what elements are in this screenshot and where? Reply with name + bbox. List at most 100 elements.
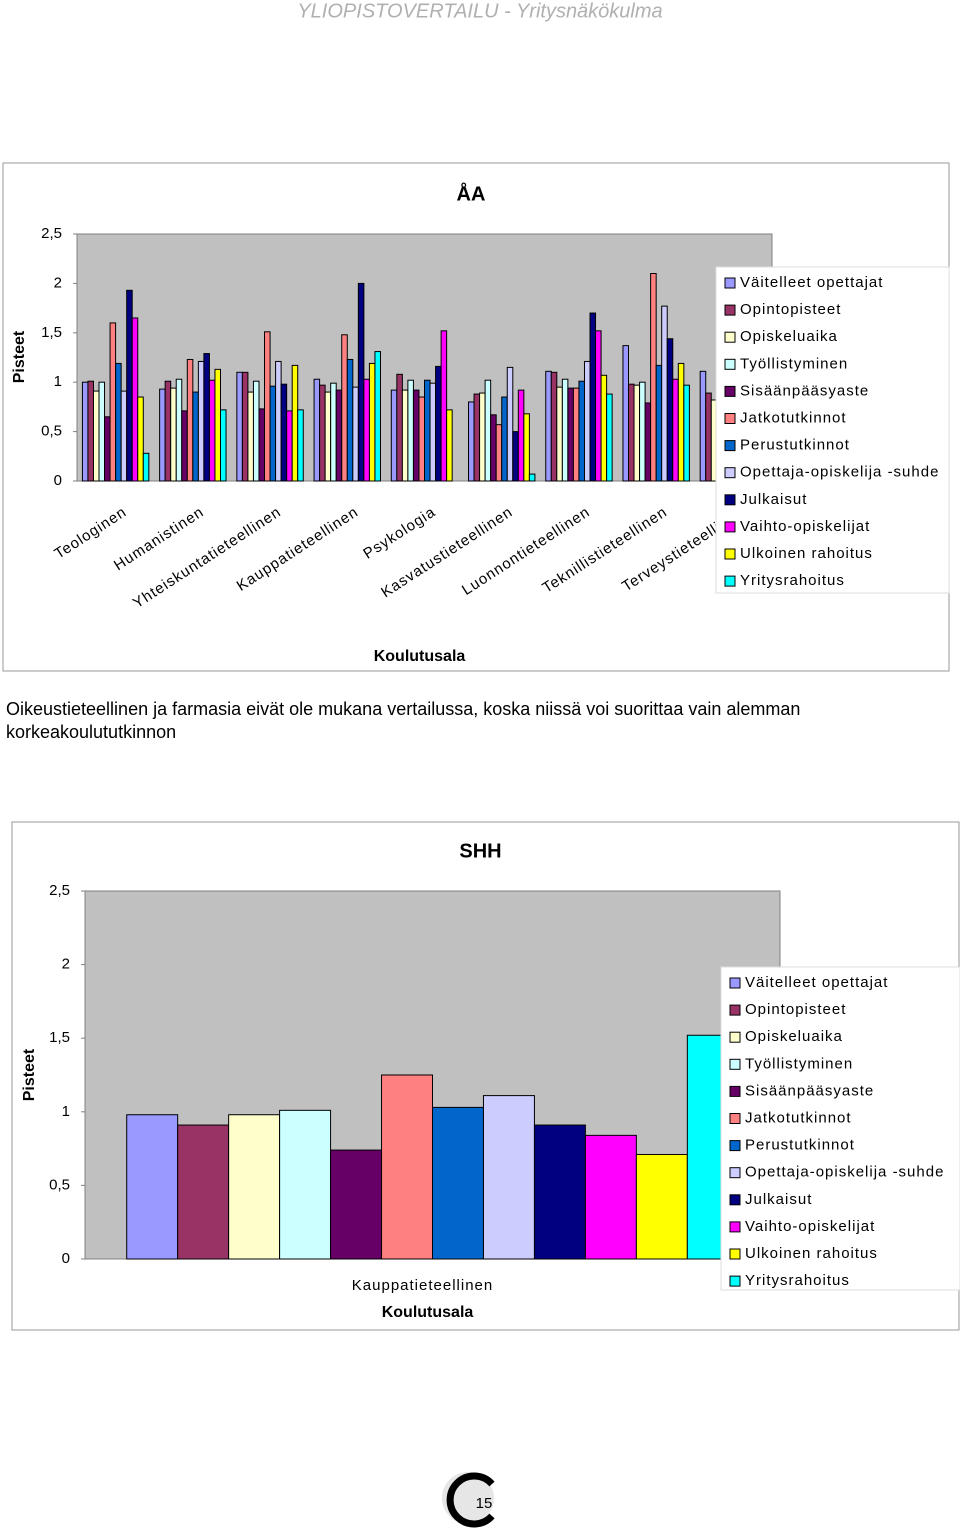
bar: [381, 1074, 433, 1260]
bar: [627, 383, 635, 482]
bar: [473, 393, 481, 482]
bar: [81, 381, 89, 482]
legend-swatch: [729, 1085, 741, 1097]
note: Oikeustieteellinen ja farmasia eivät ole…: [6, 699, 801, 742]
bar: [556, 386, 563, 482]
bar: [137, 396, 144, 482]
legend-label: Sisäänpääsyaste: [740, 382, 869, 399]
bar: [203, 353, 210, 482]
x-axis-title: Koulutusala: [382, 1304, 474, 1321]
bar: [683, 384, 690, 482]
bar: [517, 389, 525, 482]
bar: [313, 378, 321, 482]
bar: [523, 413, 530, 482]
bar: [247, 391, 254, 482]
legend-swatch: [729, 1113, 741, 1124]
bar: [418, 396, 425, 482]
legend-label: Perustutkinnot: [740, 437, 850, 454]
bar: [446, 409, 453, 482]
bar: [324, 391, 332, 482]
bar: [98, 381, 106, 482]
bar: [396, 373, 403, 482]
bar: [181, 410, 188, 482]
bar: [578, 380, 585, 482]
bar: [672, 378, 679, 482]
legend-label: Perustutkinnot: [745, 1137, 855, 1154]
legend-swatch: [729, 1058, 741, 1070]
bar: [186, 358, 194, 482]
bar: [131, 317, 139, 482]
bar: [357, 282, 365, 482]
y-tick-label: 2,5: [41, 225, 62, 242]
bar: [164, 380, 172, 482]
bar: [545, 370, 552, 482]
bar: [606, 393, 613, 482]
bar: [705, 392, 712, 482]
bar: [236, 371, 243, 482]
bar: [291, 364, 299, 482]
legend-box: [715, 266, 950, 594]
x-tick-label: Kauppatieteellinen: [352, 1277, 493, 1294]
bar: [275, 360, 282, 482]
legend-label: Väitelleet opettajat: [740, 274, 883, 291]
y-tick-label: 1,5: [41, 324, 62, 341]
bar: [528, 473, 536, 482]
bar: [677, 362, 685, 482]
legend-label: Opettaja-opiskelija -suhde: [740, 464, 939, 481]
legend-swatch: [724, 440, 736, 452]
bar: [115, 362, 122, 482]
legend-label: Työllistyminen: [740, 355, 848, 372]
y-tick-label: 0: [54, 472, 62, 489]
bar: [412, 389, 420, 482]
bar: [635, 1153, 688, 1260]
legend-label: Julkaisut: [745, 1191, 812, 1208]
legend-label: Opiskeluaika: [740, 328, 838, 345]
bar: [401, 389, 409, 482]
bar: [583, 360, 591, 482]
chart-title: SHH: [459, 840, 501, 862]
y-tick-label: 2,5: [49, 882, 70, 899]
bar: [286, 410, 293, 482]
bar: [374, 351, 381, 482]
bar: [650, 273, 657, 482]
bar: [330, 382, 337, 482]
legend-swatch: [724, 575, 736, 587]
bar: [120, 390, 128, 482]
bar: [584, 1134, 637, 1260]
legend-label: Jatkotutkinnot: [740, 409, 847, 426]
y-tick-label: 0,5: [41, 423, 62, 440]
bar: [501, 396, 508, 482]
bar: [424, 379, 431, 482]
bar: [490, 414, 497, 482]
bar: [109, 322, 117, 482]
bar: [92, 390, 100, 482]
legend-label: Opettaja-opiskelija -suhde: [745, 1164, 944, 1181]
y-tick-label: 0,5: [49, 1176, 70, 1193]
x-axis-title: Koulutusala: [374, 648, 466, 665]
legend-label: Julkaisut: [740, 491, 807, 508]
bar: [595, 330, 602, 482]
logo-c: [446, 1472, 495, 1528]
legend-label: Opintopisteet: [740, 301, 841, 318]
bar: [468, 401, 475, 482]
bar: [661, 305, 668, 482]
bar: [479, 392, 486, 482]
bar: [264, 331, 271, 482]
legend-label: Yritysrahoitus: [740, 572, 845, 589]
bar: [280, 383, 288, 482]
y-tick-label: 2: [62, 956, 70, 973]
bar: [666, 338, 674, 482]
legend-label: Opintopisteet: [745, 1001, 846, 1018]
bar: [622, 345, 629, 482]
y-axis-title: Pisteet: [11, 330, 28, 383]
bar: [633, 384, 641, 482]
legend-swatch: [724, 413, 736, 424]
legend-label: Opiskeluaika: [745, 1028, 843, 1045]
bar: [368, 362, 376, 482]
bar: [341, 334, 348, 482]
bar: [192, 391, 199, 482]
bar: [363, 378, 370, 482]
legend-label: Ulkoinen rahoitus: [745, 1245, 878, 1262]
legend-swatch: [729, 1248, 741, 1260]
bar: [175, 378, 183, 482]
